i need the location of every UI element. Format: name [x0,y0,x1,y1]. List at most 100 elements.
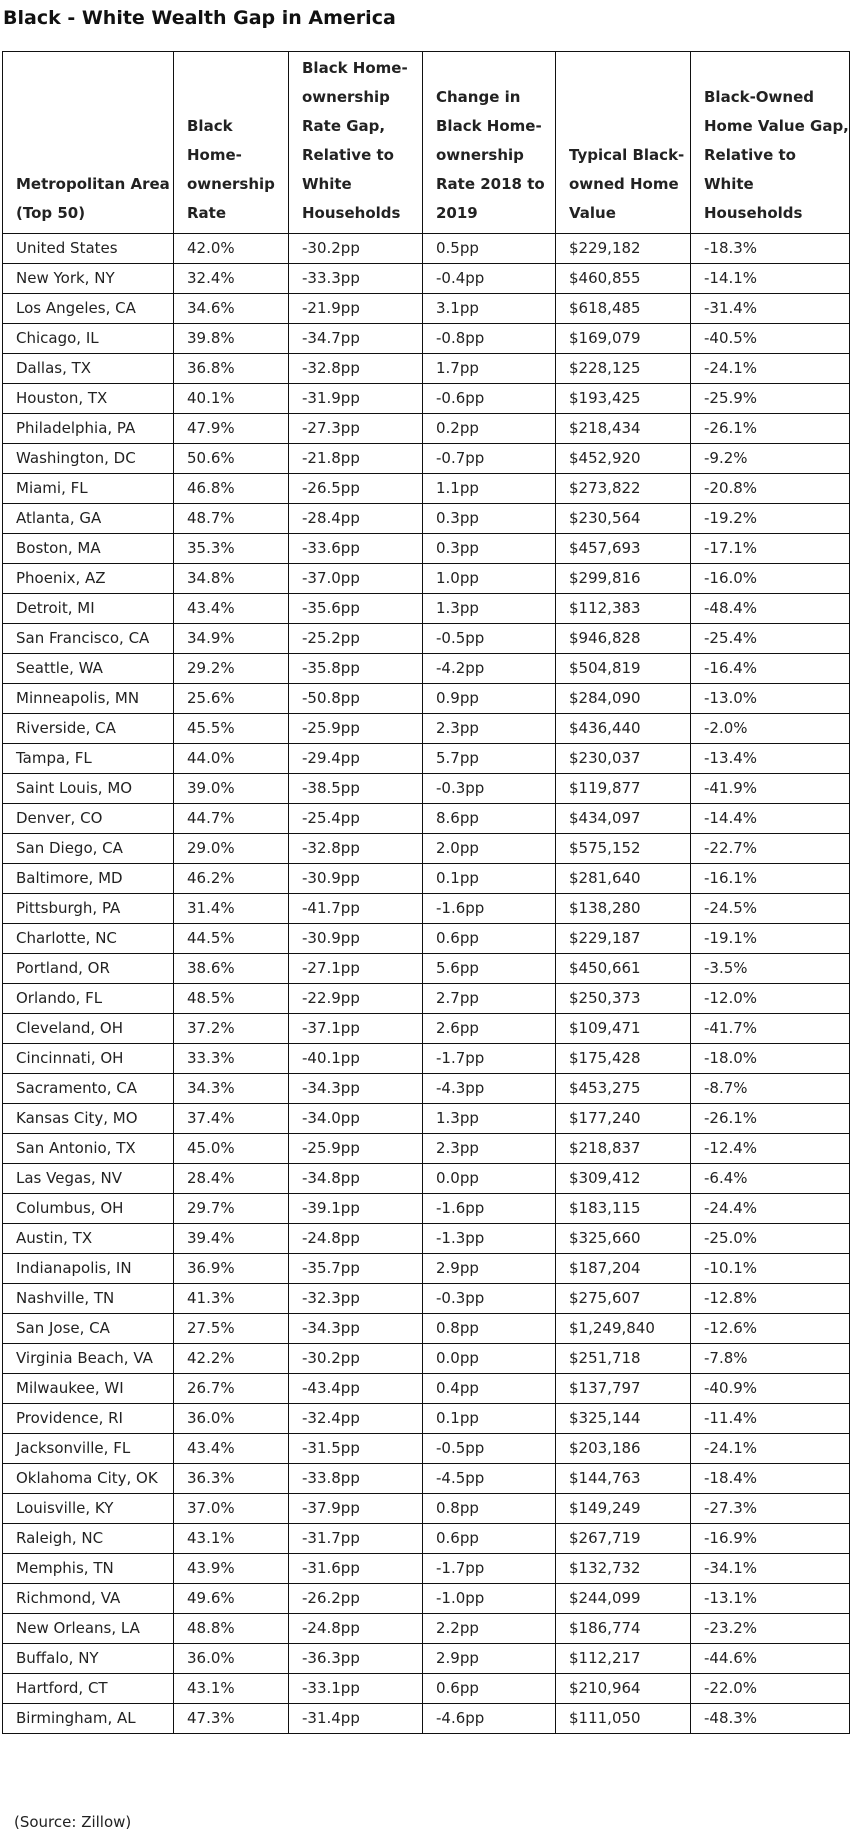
cell-rate-change: 8.6pp [422,803,556,834]
cell-rate-change: 3.1pp [422,293,556,324]
cell-homeownership-rate: 36.8% [173,353,289,384]
cell-homeownership-rate: 42.0% [173,233,289,264]
cell-home-value: $229,187 [555,923,691,954]
cell-home-value-gap: -19.1% [690,923,850,954]
cell-homeownership-rate: 34.6% [173,293,289,324]
cell-home-value: $450,661 [555,953,691,984]
cell-rate-gap: -25.9pp [288,713,423,744]
cell-homeownership-rate: 36.9% [173,1253,289,1284]
cell-metropolitan-area: Seattle, WA [2,653,174,684]
cell-homeownership-rate: 43.1% [173,1523,289,1554]
table-row: Baltimore, MD 46.2% -30.9pp 0.1pp $281,640 -1… [2,863,850,894]
cell-metropolitan-area: Denver, CO [2,803,174,834]
cell-rate-change: 2.3pp [422,1133,556,1164]
cell-home-value-gap: -13.4% [690,743,850,774]
cell-home-value: $112,383 [555,593,691,624]
cell-home-value: $183,115 [555,1193,691,1224]
cell-home-value: $244,099 [555,1583,691,1614]
cell-rate-change: 2.6pp [422,1013,556,1044]
cell-homeownership-rate: 36.0% [173,1403,289,1434]
cell-rate-gap: -30.2pp [288,233,423,264]
cell-home-value: $275,607 [555,1283,691,1314]
cell-rate-change: 0.6pp [422,1523,556,1554]
cell-rate-change: -1.6pp [422,1193,556,1224]
cell-metropolitan-area: Louisville, KY [2,1493,174,1524]
cell-rate-gap: -28.4pp [288,503,423,534]
cell-rate-change: -1.7pp [422,1043,556,1074]
cell-homeownership-rate: 39.8% [173,323,289,354]
table-row: Richmond, VA 49.6% -26.2pp -1.0pp $244,099 -1… [2,1583,850,1614]
cell-rate-gap: -32.8pp [288,353,423,384]
cell-rate-change: 0.3pp [422,503,556,534]
cell-rate-gap: -50.8pp [288,683,423,714]
cell-rate-gap: -25.4pp [288,803,423,834]
table-row: Charlotte, NC 44.5% -30.9pp 0.6pp $229,187 -1… [2,923,850,954]
cell-metropolitan-area: Charlotte, NC [2,923,174,954]
cell-home-value-gap: -34.1% [690,1553,850,1584]
cell-rate-change: 1.1pp [422,473,556,504]
cell-home-value: $149,249 [555,1493,691,1524]
cell-rate-gap: -27.3pp [288,413,423,444]
cell-home-value-gap: -20.8% [690,473,850,504]
cell-rate-gap: -30.9pp [288,923,423,954]
cell-home-value-gap: -3.5% [690,953,850,984]
cell-home-value-gap: -24.4% [690,1193,850,1224]
cell-home-value-gap: -14.4% [690,803,850,834]
cell-rate-change: 0.2pp [422,413,556,444]
cell-metropolitan-area: San Antonio, TX [2,1133,174,1164]
cell-rate-change: -1.3pp [422,1223,556,1254]
cell-rate-change: 2.7pp [422,983,556,1014]
cell-rate-change: -0.5pp [422,1433,556,1464]
cell-rate-gap: -41.7pp [288,893,423,924]
cell-home-value-gap: -14.1% [690,263,850,294]
cell-rate-gap: -36.3pp [288,1643,423,1674]
cell-rate-gap: -38.5pp [288,773,423,804]
cell-rate-gap: -31.5pp [288,1433,423,1464]
cell-home-value: $203,186 [555,1433,691,1464]
cell-home-value-gap: -25.4% [690,623,850,654]
cell-rate-change: -0.6pp [422,383,556,414]
cell-rate-change: 0.5pp [422,233,556,264]
cell-home-value: $618,485 [555,293,691,324]
cell-rate-change: -1.0pp [422,1583,556,1614]
cell-rate-change: 0.8pp [422,1493,556,1524]
table-row: Jacksonville, FL 43.4% -31.5pp -0.5pp $203,1… [2,1433,850,1464]
cell-rate-gap: -29.4pp [288,743,423,774]
cell-rate-gap: -31.9pp [288,383,423,414]
cell-metropolitan-area: Atlanta, GA [2,503,174,534]
cell-rate-gap: -34.7pp [288,323,423,354]
table-row: Denver, CO 44.7% -25.4pp 8.6pp $434,097 -14.4… [2,803,850,834]
cell-metropolitan-area: United States [2,233,174,264]
cell-rate-gap: -31.4pp [288,1703,423,1734]
table-row: New York, NY 32.4% -33.3pp -0.4pp $460,855 -1… [2,263,850,294]
cell-home-value: $309,412 [555,1163,691,1194]
cell-rate-gap: -27.1pp [288,953,423,984]
cell-metropolitan-area: Las Vegas, NV [2,1163,174,1194]
table-row: Orlando, FL 48.5% -22.9pp 2.7pp $250,373 -12.… [2,983,850,1014]
cell-home-value-gap: -16.0% [690,563,850,594]
cell-rate-gap: -26.2pp [288,1583,423,1614]
cell-homeownership-rate: 50.6% [173,443,289,474]
cell-home-value-gap: -12.6% [690,1313,850,1344]
table-row: Raleigh, NC 43.1% -31.7pp 0.6pp $267,719 -16.… [2,1523,850,1554]
cell-rate-change: 0.1pp [422,863,556,894]
cell-rate-change: 5.7pp [422,743,556,774]
cell-rate-change: 0.0pp [422,1343,556,1374]
cell-metropolitan-area: San Diego, CA [2,833,174,864]
cell-home-value-gap: -41.7% [690,1013,850,1044]
cell-metropolitan-area: Oklahoma City, OK [2,1463,174,1494]
cell-home-value: $169,079 [555,323,691,354]
cell-home-value-gap: -48.3% [690,1703,850,1734]
cell-rate-change: -0.3pp [422,1283,556,1314]
cell-home-value: $504,819 [555,653,691,684]
cell-rate-change: -0.8pp [422,323,556,354]
cell-home-value: $436,440 [555,713,691,744]
table-row: Cleveland, OH 37.2% -37.1pp 2.6pp $109,471 -4… [2,1013,850,1044]
cell-metropolitan-area: Milwaukee, WI [2,1373,174,1404]
cell-homeownership-rate: 47.9% [173,413,289,444]
cell-rate-gap: -33.6pp [288,533,423,564]
cell-homeownership-rate: 43.4% [173,593,289,624]
cell-rate-gap: -32.8pp [288,833,423,864]
wealth-gap-table: Metropolitan Area (Top 50) Black Home-ow… [2,51,850,1734]
cell-homeownership-rate: 34.9% [173,623,289,654]
